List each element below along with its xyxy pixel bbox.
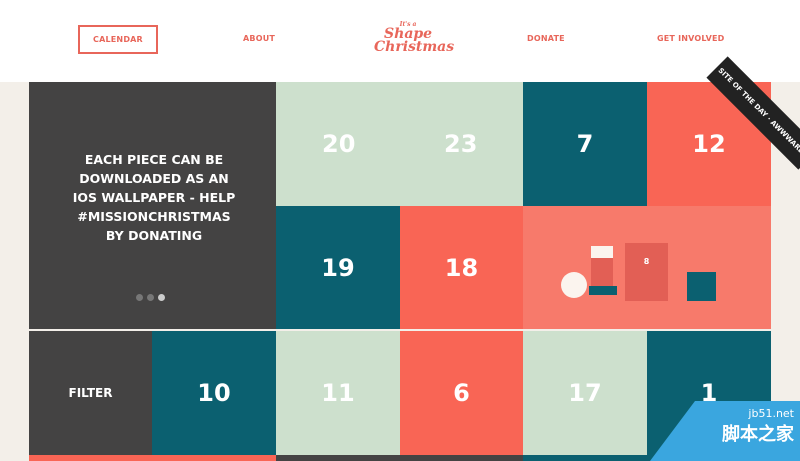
tile-row-bottom[interactable] (523, 455, 771, 461)
tile-row-bottom[interactable] (276, 455, 523, 461)
day-tile-8-featured[interactable]: 8 (523, 206, 771, 329)
gift-icon (589, 286, 617, 295)
intro-text: EACH PIECE CAN BE DOWNLOADED AS AN IOS W… (72, 152, 236, 243)
nav-get-involved[interactable]: GET INVOLVED (657, 34, 725, 43)
day-tile-20-23[interactable]: 20 23 (276, 82, 523, 206)
watermark-line1: jb51.net (748, 407, 794, 420)
logo-small: It's a (399, 21, 417, 28)
day-tile-18[interactable]: 18 (400, 206, 523, 329)
day-8-door: 8 (625, 243, 668, 301)
dot[interactable] (147, 294, 154, 301)
tile-row-bottom[interactable] (29, 455, 276, 461)
day-tile-10[interactable]: 10 (152, 331, 276, 455)
nav-about[interactable]: ABOUT (243, 34, 276, 43)
logo-line1: Shape (384, 26, 433, 42)
day-tile-11[interactable]: 11 (276, 331, 400, 455)
day-tile-6[interactable]: 6 (400, 331, 523, 455)
day-tile-7[interactable]: 7 (523, 82, 647, 206)
gift-stack-icon (591, 246, 613, 286)
box-character-icon (687, 272, 716, 301)
nav-calendar[interactable]: CALENDAR (78, 25, 158, 54)
slider-dots[interactable] (136, 294, 165, 301)
intro-slider: EACH PIECE CAN BE DOWNLOADED AS AN IOS W… (29, 82, 276, 329)
logo-line2: Christmas (374, 39, 455, 55)
watermark-line2: 脚本之家 (722, 424, 794, 445)
logo[interactable]: It's a Shape Christmas (362, 21, 455, 55)
dot[interactable] (136, 294, 143, 301)
day-tile-19[interactable]: 19 (276, 206, 400, 329)
dot-active[interactable] (158, 294, 165, 301)
badge-line2: AWWWARDS (768, 118, 800, 160)
day-20: 20 (322, 130, 356, 158)
filter-button[interactable]: FILTER (29, 331, 152, 455)
day-23: 23 (444, 130, 478, 158)
header: CALENDAR ABOUT It's a Shape Christmas DO… (0, 0, 800, 82)
nav-donate[interactable]: DONATE (527, 34, 565, 43)
day-tile-17[interactable]: 17 (523, 331, 647, 455)
snowman-icon (561, 272, 587, 298)
